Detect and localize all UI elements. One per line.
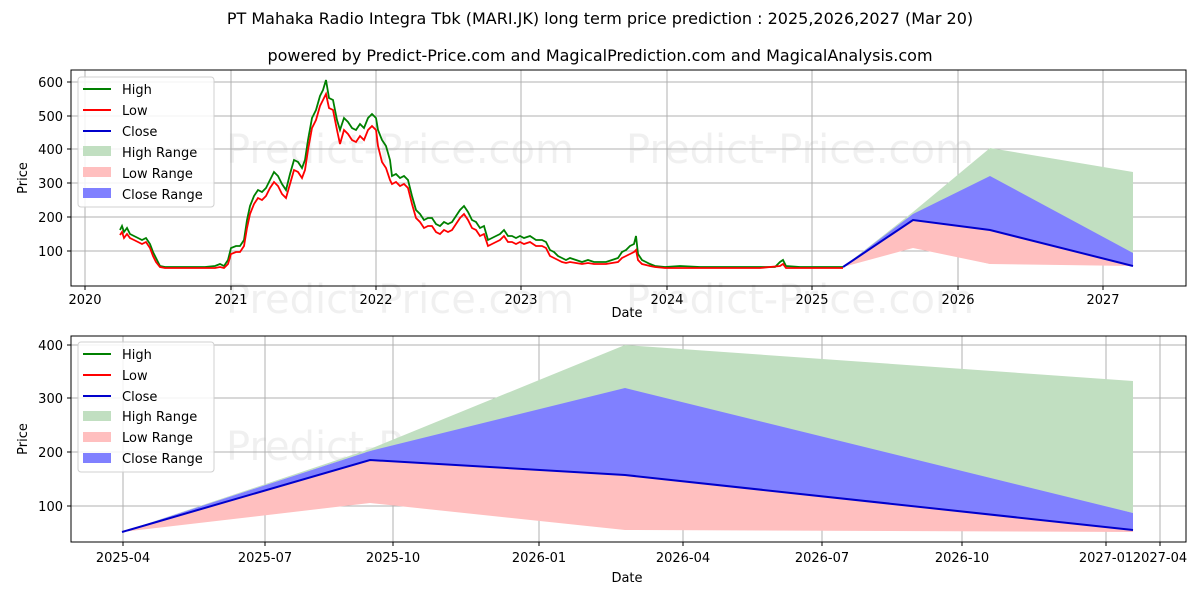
svg-text:2025-10: 2025-10 [366, 551, 420, 566]
svg-text:100: 100 [38, 500, 63, 515]
legend-low-label: Low [122, 369, 148, 384]
chart-title: PT Mahaka Radio Integra Tbk (MARI.JK) lo… [226, 9, 974, 28]
top-high-line [119, 79, 843, 268]
watermark: Predict-Price.com [626, 127, 974, 173]
watermark: Predict-Price.com [226, 127, 574, 173]
legend-close-range-swatch [83, 453, 111, 463]
chart-subtitle: powered by Predict-Price.com and Magical… [267, 46, 933, 65]
bottom-high-range-area [122, 345, 1133, 532]
bottom-y-ticks: 100 200 300 400 [38, 339, 71, 515]
svg-text:2022: 2022 [359, 293, 392, 308]
svg-text:2026: 2026 [941, 293, 974, 308]
svg-text:2026-10: 2026-10 [935, 551, 989, 566]
svg-text:2026-07: 2026-07 [795, 551, 849, 566]
legend-close-label: Close [122, 125, 157, 140]
top-grid [71, 70, 1186, 286]
svg-text:300: 300 [38, 392, 63, 407]
top-axes-frame [70, 69, 1187, 287]
top-close-line [842, 218, 1134, 268]
svg-text:2023: 2023 [504, 293, 537, 308]
svg-text:400: 400 [38, 339, 63, 354]
legend-close-range-label: Close Range [122, 452, 203, 467]
bottom-y-axis-label: Price [16, 423, 31, 455]
legend-low-range-swatch [83, 167, 111, 177]
top-legend: High Low Close High Range Low Range Clos… [77, 76, 215, 208]
svg-text:2025-04: 2025-04 [96, 551, 150, 566]
top-low-line [119, 91, 843, 269]
watermark: Predict-Price.com [626, 277, 974, 323]
bottom-x-axis-label: Date [611, 571, 642, 586]
svg-text:2025: 2025 [795, 293, 828, 308]
svg-text:2025-07: 2025-07 [238, 551, 292, 566]
bottom-axes-frame [70, 335, 1187, 543]
legend-high-label: High [122, 348, 152, 363]
bottom-legend: High Low Close High Range Low Range Clos… [77, 341, 215, 473]
svg-text:500: 500 [38, 110, 63, 125]
legend-high-range-swatch [83, 146, 111, 156]
legend-low-range-label: Low Range [122, 431, 193, 446]
svg-text:2027: 2027 [1086, 293, 1119, 308]
svg-text:2021: 2021 [214, 293, 247, 308]
bottom-chart: Predict-Price.com Predict-Price.com 100 … [16, 335, 1187, 586]
svg-text:200: 200 [38, 211, 63, 226]
legend-high-range-swatch [83, 411, 111, 421]
watermark: Predict-Price.com [226, 277, 574, 323]
svg-text:200: 200 [38, 446, 63, 461]
svg-text:400: 400 [38, 143, 63, 158]
bottom-close-range-area [122, 388, 1133, 532]
top-chart: Predict-Price.com Predict-Price.com Pred… [16, 69, 1187, 323]
legend-close-range-label: Close Range [122, 188, 203, 203]
svg-text:2026-04: 2026-04 [656, 551, 710, 566]
bottom-close-line [121, 458, 1134, 533]
bottom-x-ticks: 2025-04 2025-07 2025-10 2026-01 2026-04 … [96, 542, 1187, 566]
svg-text:100: 100 [38, 245, 63, 260]
top-low-range-area [843, 220, 1133, 267]
top-x-axis-label: Date [611, 306, 642, 321]
legend-close-range-swatch [83, 188, 111, 198]
svg-text:2027-01: 2027-01 [1079, 551, 1133, 566]
svg-text:2026-01: 2026-01 [512, 551, 566, 566]
top-x-ticks: 2020 2021 2022 2023 2024 2025 2026 2027 [68, 286, 1120, 308]
top-y-ticks: 100 200 300 400 500 600 [38, 76, 71, 260]
legend-close-label: Close [122, 390, 157, 405]
legend-low-label: Low [122, 104, 148, 119]
top-y-axis-label: Price [16, 162, 31, 194]
svg-text:2020: 2020 [68, 293, 101, 308]
legend-low-range-swatch [83, 432, 111, 442]
legend-low-range-label: Low Range [122, 167, 193, 182]
svg-text:2024: 2024 [650, 293, 683, 308]
svg-text:2027-04: 2027-04 [1133, 551, 1187, 566]
svg-text:600: 600 [38, 76, 63, 91]
svg-text:300: 300 [38, 177, 63, 192]
bottom-low-range-area [122, 460, 1133, 532]
legend-high-label: High [122, 83, 152, 98]
legend-high-range-label: High Range [122, 146, 197, 161]
legend-high-range-label: High Range [122, 410, 197, 425]
top-close-range-area [843, 176, 1133, 267]
